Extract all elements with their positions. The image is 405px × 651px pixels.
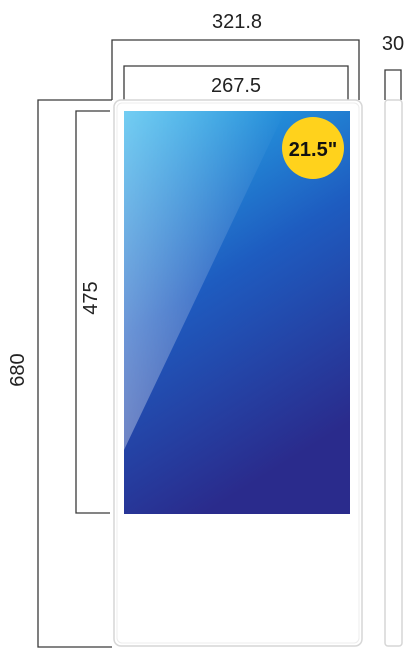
depth-dimension: 30: [382, 33, 404, 100]
total-height-dimension: 680: [7, 99, 112, 648]
screen-size-badge: 21.5": [282, 117, 344, 179]
kiosk-side-profile: [384, 99, 403, 647]
screen-width-bracket: [123, 65, 349, 100]
depth-label: 30: [382, 33, 404, 55]
kiosk-housing-inner-edge: [116, 102, 360, 644]
badge-circle: [282, 117, 344, 179]
total-height-bracket: [37, 99, 112, 648]
badge-label: 21.5": [289, 139, 337, 161]
outer-width-label: 321.8: [212, 11, 262, 33]
depth-bracket: [384, 69, 402, 100]
screen-sheen: [124, 111, 285, 450]
outer-width-bracket: [111, 39, 360, 100]
screen-height-label: 475: [80, 281, 102, 314]
screen-height-bracket: [75, 110, 110, 514]
outer-width-dimension: 321.8: [111, 11, 360, 100]
screen-width-dimension: 267.5: [123, 65, 349, 100]
screen-width-label: 267.5: [211, 75, 261, 97]
total-height-label: 680: [7, 353, 29, 386]
screen-height-dimension: 475: [75, 110, 110, 514]
